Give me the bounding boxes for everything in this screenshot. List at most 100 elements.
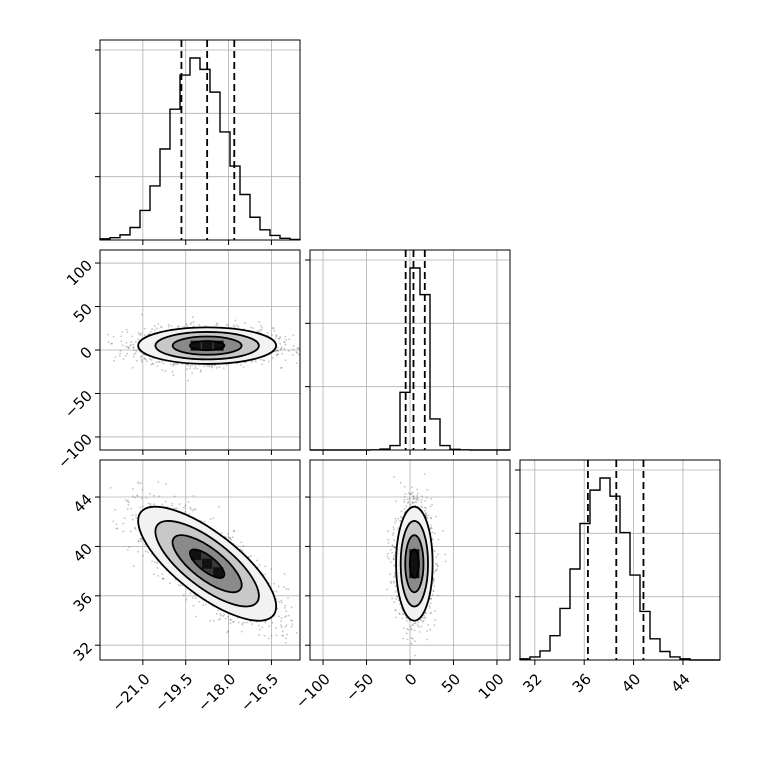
sample-point bbox=[285, 338, 288, 341]
sample-point bbox=[222, 367, 225, 370]
sample-point bbox=[195, 615, 197, 618]
sample-point bbox=[151, 328, 154, 330]
sample-point bbox=[130, 335, 133, 338]
sample-point bbox=[177, 325, 180, 327]
sample-point bbox=[270, 568, 273, 571]
sample-point bbox=[245, 621, 248, 624]
sample-point bbox=[216, 323, 219, 326]
sample-point bbox=[280, 626, 283, 628]
sample-point bbox=[203, 520, 206, 523]
sample-point bbox=[391, 551, 394, 554]
sample-point bbox=[406, 638, 409, 641]
sample-point bbox=[225, 324, 228, 326]
sample-point bbox=[189, 592, 192, 595]
sample-point bbox=[187, 501, 190, 503]
sample-point bbox=[161, 573, 164, 575]
sample-point bbox=[276, 350, 279, 352]
sample-point bbox=[172, 364, 175, 367]
sample-point bbox=[256, 330, 259, 333]
sample-point bbox=[175, 507, 178, 510]
sample-point bbox=[288, 338, 291, 341]
sample-point bbox=[126, 346, 129, 349]
sample-point bbox=[284, 604, 287, 607]
sample-point bbox=[264, 573, 267, 576]
sample-point bbox=[285, 610, 288, 613]
sample-point bbox=[275, 627, 278, 629]
sample-point bbox=[240, 541, 243, 544]
sample-point bbox=[410, 486, 413, 489]
sample-point bbox=[275, 334, 278, 337]
sample-point bbox=[387, 541, 390, 544]
sample-point bbox=[208, 365, 211, 368]
sample-point bbox=[191, 509, 194, 512]
sample-point bbox=[176, 362, 179, 365]
sample-point bbox=[112, 335, 115, 338]
sample-point bbox=[133, 353, 136, 356]
sample-point bbox=[143, 327, 146, 330]
sample-point bbox=[131, 518, 134, 521]
sample-point bbox=[186, 363, 189, 366]
sample-point bbox=[200, 369, 202, 372]
sample-point bbox=[171, 370, 174, 373]
sample-point bbox=[232, 620, 234, 623]
sample-point bbox=[204, 325, 207, 327]
sample-point bbox=[176, 326, 179, 329]
sample-point bbox=[132, 565, 135, 568]
sample-point bbox=[256, 559, 258, 562]
sample-point bbox=[283, 347, 286, 350]
sample-point bbox=[276, 353, 279, 355]
sample-point bbox=[199, 370, 202, 373]
sample-point bbox=[429, 607, 431, 609]
sample-point bbox=[183, 506, 185, 509]
sample-point bbox=[291, 354, 294, 356]
sample-point bbox=[209, 619, 212, 622]
sample-point bbox=[107, 333, 110, 336]
sample-point bbox=[263, 359, 266, 362]
sample-point bbox=[134, 496, 136, 499]
sample-point bbox=[127, 346, 130, 349]
sample-point bbox=[203, 365, 205, 368]
sample-point bbox=[173, 495, 176, 498]
sample-point bbox=[189, 323, 192, 325]
sample-point bbox=[135, 350, 138, 352]
sample-point bbox=[240, 630, 243, 633]
sample-point bbox=[296, 347, 299, 350]
sample-point bbox=[127, 500, 130, 502]
sample-point bbox=[140, 355, 143, 358]
sample-point bbox=[138, 333, 141, 336]
density-cell bbox=[202, 558, 213, 569]
sample-point bbox=[157, 323, 160, 325]
sample-point bbox=[429, 628, 432, 631]
sample-point bbox=[140, 360, 143, 363]
sample-point bbox=[137, 332, 140, 334]
sample-point bbox=[216, 322, 218, 325]
sample-point bbox=[160, 326, 163, 329]
sample-point bbox=[278, 615, 280, 618]
sample-point bbox=[395, 520, 398, 522]
sample-point bbox=[127, 347, 130, 350]
sample-point bbox=[220, 531, 223, 534]
sample-point bbox=[133, 349, 135, 351]
sample-point bbox=[427, 514, 430, 517]
sample-point bbox=[121, 344, 124, 347]
sample-point bbox=[227, 532, 230, 535]
sample-point bbox=[143, 357, 146, 360]
sample-point bbox=[292, 348, 295, 351]
sample-point bbox=[212, 619, 215, 622]
sample-point bbox=[258, 331, 261, 334]
sample-point bbox=[284, 335, 287, 338]
sample-point bbox=[244, 361, 247, 364]
sample-point bbox=[120, 335, 123, 338]
sample-point bbox=[130, 341, 133, 344]
sample-point bbox=[273, 582, 275, 585]
sample-point bbox=[131, 514, 134, 517]
sample-point bbox=[170, 325, 173, 328]
sample-point bbox=[394, 585, 397, 588]
sample-point bbox=[280, 348, 282, 350]
sample-point bbox=[252, 327, 255, 329]
sample-point bbox=[285, 624, 288, 627]
sample-point bbox=[164, 500, 167, 503]
sample-point bbox=[205, 365, 208, 368]
sample-point bbox=[151, 362, 154, 365]
sample-point bbox=[150, 359, 153, 361]
